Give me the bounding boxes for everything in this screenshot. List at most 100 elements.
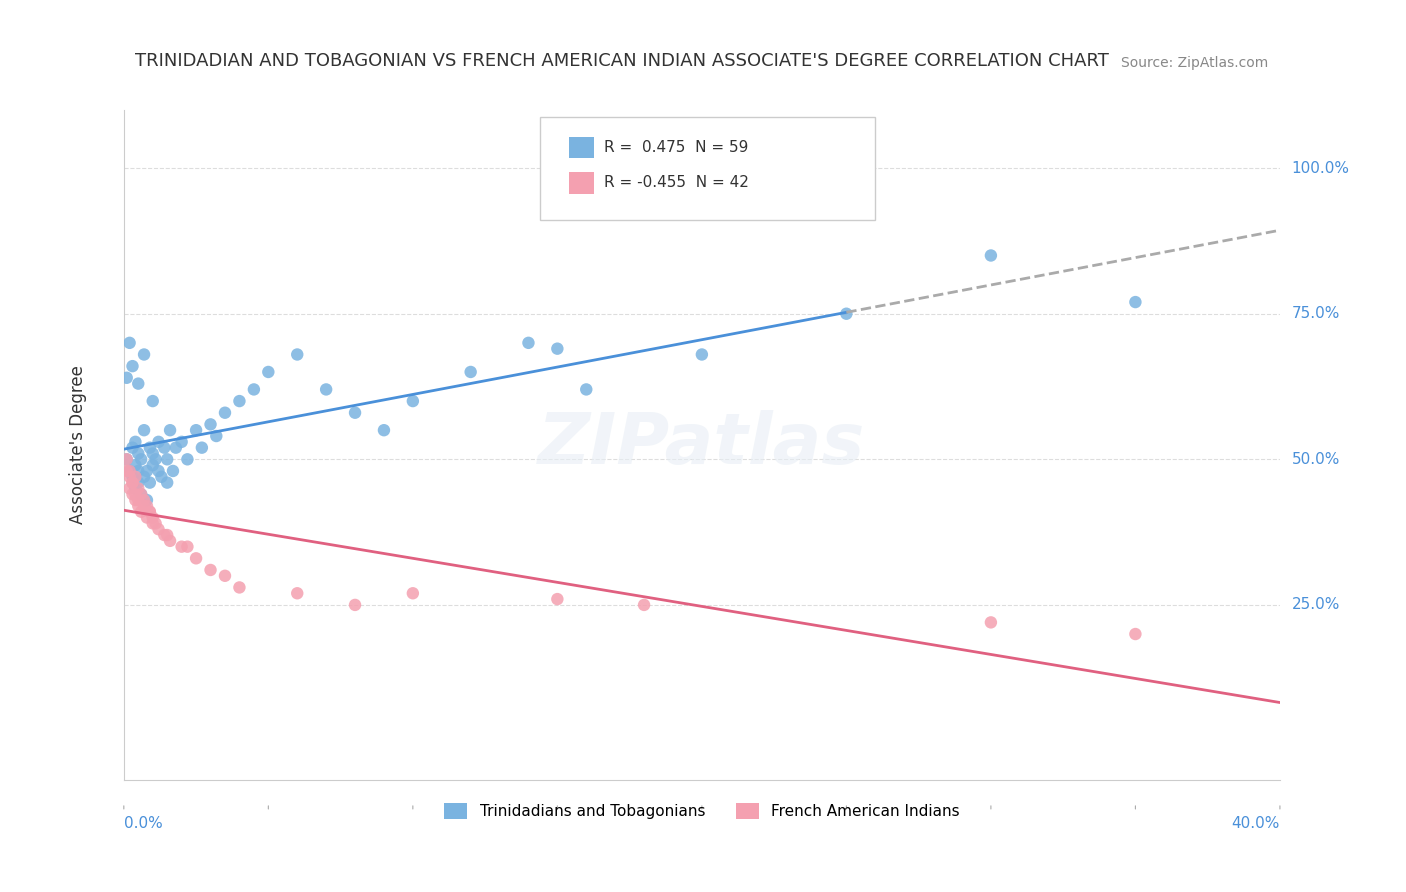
Point <box>124 487 146 501</box>
Text: Source: ZipAtlas.com: Source: ZipAtlas.com <box>1121 55 1268 70</box>
Point <box>129 487 152 501</box>
Point <box>165 441 187 455</box>
Point <box>402 394 425 409</box>
Point <box>129 505 152 519</box>
Text: 25.0%: 25.0% <box>1292 598 1340 613</box>
Text: Associate's Degree: Associate's Degree <box>69 366 87 524</box>
Point <box>132 470 155 484</box>
Point <box>115 371 138 385</box>
Point <box>205 429 228 443</box>
Point <box>132 499 155 513</box>
Point <box>156 528 179 542</box>
Point <box>156 475 179 490</box>
Point <box>344 406 367 420</box>
Point <box>214 569 236 583</box>
Point <box>139 505 162 519</box>
Point <box>575 383 598 397</box>
Point <box>115 464 138 478</box>
Point <box>136 499 159 513</box>
FancyBboxPatch shape <box>540 117 876 220</box>
Point <box>127 493 149 508</box>
Point <box>142 510 165 524</box>
Point <box>153 441 176 455</box>
Bar <box>569 136 595 158</box>
Point <box>170 434 193 449</box>
Point <box>980 248 1002 262</box>
Point <box>1125 295 1147 310</box>
Point <box>139 505 162 519</box>
Point <box>176 540 198 554</box>
Point <box>124 470 146 484</box>
Point <box>690 347 713 361</box>
Point <box>150 470 173 484</box>
Point <box>127 464 149 478</box>
Point <box>148 464 170 478</box>
Point <box>402 586 425 600</box>
Point <box>142 458 165 472</box>
Point <box>124 493 146 508</box>
Text: 75.0%: 75.0% <box>1292 306 1340 321</box>
Point <box>517 335 540 350</box>
Point <box>285 347 308 361</box>
Point <box>127 499 149 513</box>
Point <box>124 458 146 472</box>
Text: ZIPatlas: ZIPatlas <box>538 410 866 479</box>
Point <box>118 464 141 478</box>
Text: R =  0.475  N = 59: R = 0.475 N = 59 <box>603 140 748 155</box>
Point <box>139 441 162 455</box>
Point <box>121 470 143 484</box>
Point <box>145 452 167 467</box>
Text: TRINIDADIAN AND TOBAGONIAN VS FRENCH AMERICAN INDIAN ASSOCIATE'S DEGREE CORRELAT: TRINIDADIAN AND TOBAGONIAN VS FRENCH AME… <box>135 52 1109 70</box>
Point <box>121 475 143 490</box>
Point <box>153 528 176 542</box>
Point <box>124 482 146 496</box>
Text: 40.0%: 40.0% <box>1232 816 1279 831</box>
Point <box>200 417 222 432</box>
Point <box>159 533 181 548</box>
Point <box>148 434 170 449</box>
Point <box>200 563 222 577</box>
Point <box>184 551 207 566</box>
Point <box>142 394 165 409</box>
Point <box>118 482 141 496</box>
Point <box>243 383 266 397</box>
Point <box>121 475 143 490</box>
Point <box>115 452 138 467</box>
Point <box>121 487 143 501</box>
Point <box>118 335 141 350</box>
Point <box>118 464 141 478</box>
Point <box>344 598 367 612</box>
Point <box>228 394 250 409</box>
Point <box>835 307 858 321</box>
Point <box>373 423 395 437</box>
Text: R = -0.455  N = 42: R = -0.455 N = 42 <box>603 176 748 190</box>
Point <box>148 522 170 536</box>
Point <box>145 516 167 531</box>
Point <box>136 464 159 478</box>
Point <box>129 452 152 467</box>
Point <box>191 441 214 455</box>
Point <box>121 441 143 455</box>
Point <box>315 383 337 397</box>
Point <box>980 615 1002 630</box>
Point <box>460 365 482 379</box>
Point <box>136 493 159 508</box>
Point <box>132 347 155 361</box>
Point <box>546 592 568 607</box>
Point <box>1125 627 1147 641</box>
Point <box>127 446 149 460</box>
Point <box>127 482 149 496</box>
Point <box>184 423 207 437</box>
Point <box>142 516 165 531</box>
Text: 100.0%: 100.0% <box>1292 161 1350 176</box>
Point <box>546 342 568 356</box>
Point <box>285 586 308 600</box>
Point <box>257 365 280 379</box>
Point <box>136 510 159 524</box>
Point <box>124 434 146 449</box>
Point <box>127 376 149 391</box>
Text: 50.0%: 50.0% <box>1292 452 1340 467</box>
Legend: Trinidadians and Tobagonians, French American Indians: Trinidadians and Tobagonians, French Ame… <box>439 797 966 826</box>
Point <box>162 464 184 478</box>
Point <box>633 598 655 612</box>
